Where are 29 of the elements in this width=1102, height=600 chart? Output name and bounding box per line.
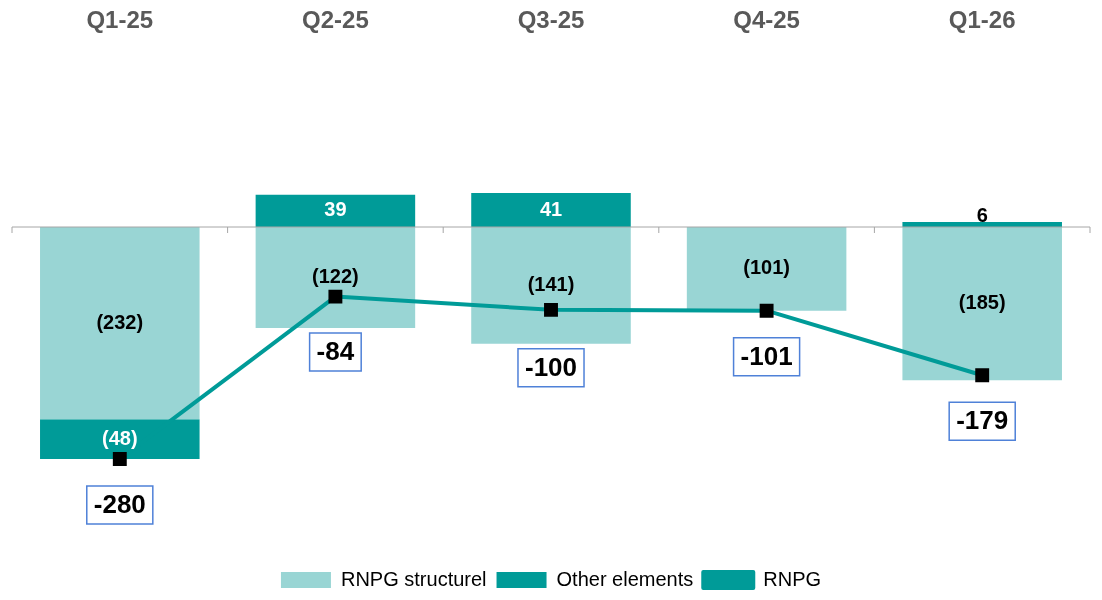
data-label: (101) — [743, 256, 790, 279]
data-label: 6 — [976, 203, 988, 226]
bar — [902, 227, 1062, 381]
bar — [255, 194, 416, 228]
x-tick-label: Q1-26 — [948, 6, 1016, 34]
data-label: -84 — [316, 336, 355, 367]
bar — [471, 193, 631, 228]
data-label: (185) — [958, 291, 1006, 314]
data-label: -101 — [740, 340, 793, 371]
bar — [686, 227, 847, 311]
legend-label: Other elements — [556, 567, 694, 590]
legend-label: RNPG structurel — [340, 567, 487, 590]
bar — [40, 227, 200, 420]
x-tick-label: Q1-25 — [86, 6, 154, 34]
data-label: 41 — [539, 197, 563, 220]
x-tick-label: Q2-25 — [302, 6, 369, 34]
data-label: -179 — [956, 405, 1009, 436]
data-label: (141) — [527, 272, 575, 295]
x-tick-label: Q3-25 — [517, 6, 585, 34]
data-label: -100 — [524, 351, 578, 382]
data-label: -280 — [93, 489, 146, 520]
data-label: (232) — [96, 310, 144, 333]
x-tick-label: Q4-25 — [733, 6, 800, 34]
data-label: 39 — [324, 198, 347, 221]
bar — [471, 227, 631, 344]
data-label: (48) — [102, 426, 138, 449]
legend-label: RNPG — [763, 567, 822, 590]
data-label: (122) — [312, 265, 359, 288]
bar — [255, 227, 416, 329]
